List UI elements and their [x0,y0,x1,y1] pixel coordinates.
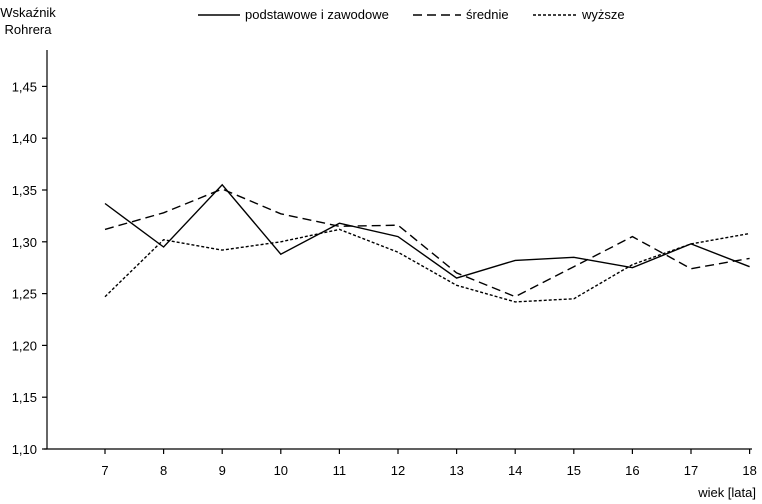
x-tick-label: 14 [508,463,522,478]
legend: podstawowe i zawodowe średnie wyższe [198,7,625,22]
x-tick-label: 8 [160,463,167,478]
series-line-2 [104,188,750,298]
legend-label-series-1: podstawowe i zawodowe [245,7,389,22]
y-tick-label: 1,45 [12,79,37,94]
x-tick-label: 10 [274,463,288,478]
x-tick-label: 9 [219,463,226,478]
x-tick-label: 11 [333,463,347,478]
x-axis-title: wiek [lata] [697,485,756,500]
y-axis-title: Wskaźnik Rohrera [0,5,56,37]
series-lines [104,183,750,303]
y-tick-label: 1,20 [12,338,37,353]
x-tick-label: 18 [742,463,756,478]
series-line-3 [104,228,750,303]
y-tick-label: 1,25 [12,287,37,302]
y-axis-title-line-2: Rohrera [5,22,53,37]
x-axis-ticks: 7 8 9 10 11 12 13 14 15 16 17 18 [101,449,757,478]
y-tick-label: 1,10 [12,442,37,457]
series-line-1 [104,183,750,279]
x-tick-label: 7 [101,463,108,478]
y-axis-title-line-1: Wskaźnik [0,5,56,20]
legend-label-series-3: wyższe [581,7,625,22]
x-tick-label: 15 [567,463,581,478]
y-axis-ticks: 1,10 1,15 1,20 1,25 1,30 1,35 1,40 1,45 [12,79,47,457]
y-tick-label: 1,35 [12,183,37,198]
y-tick-label: 1,30 [12,235,37,250]
x-tick-label: 12 [391,463,405,478]
x-tick-label: 17 [684,463,698,478]
x-tick-label: 16 [625,463,639,478]
legend-label-series-2: średnie [466,7,509,22]
y-tick-label: 1,40 [12,131,37,146]
y-tick-label: 1,15 [12,390,37,405]
x-tick-label: 13 [449,463,463,478]
